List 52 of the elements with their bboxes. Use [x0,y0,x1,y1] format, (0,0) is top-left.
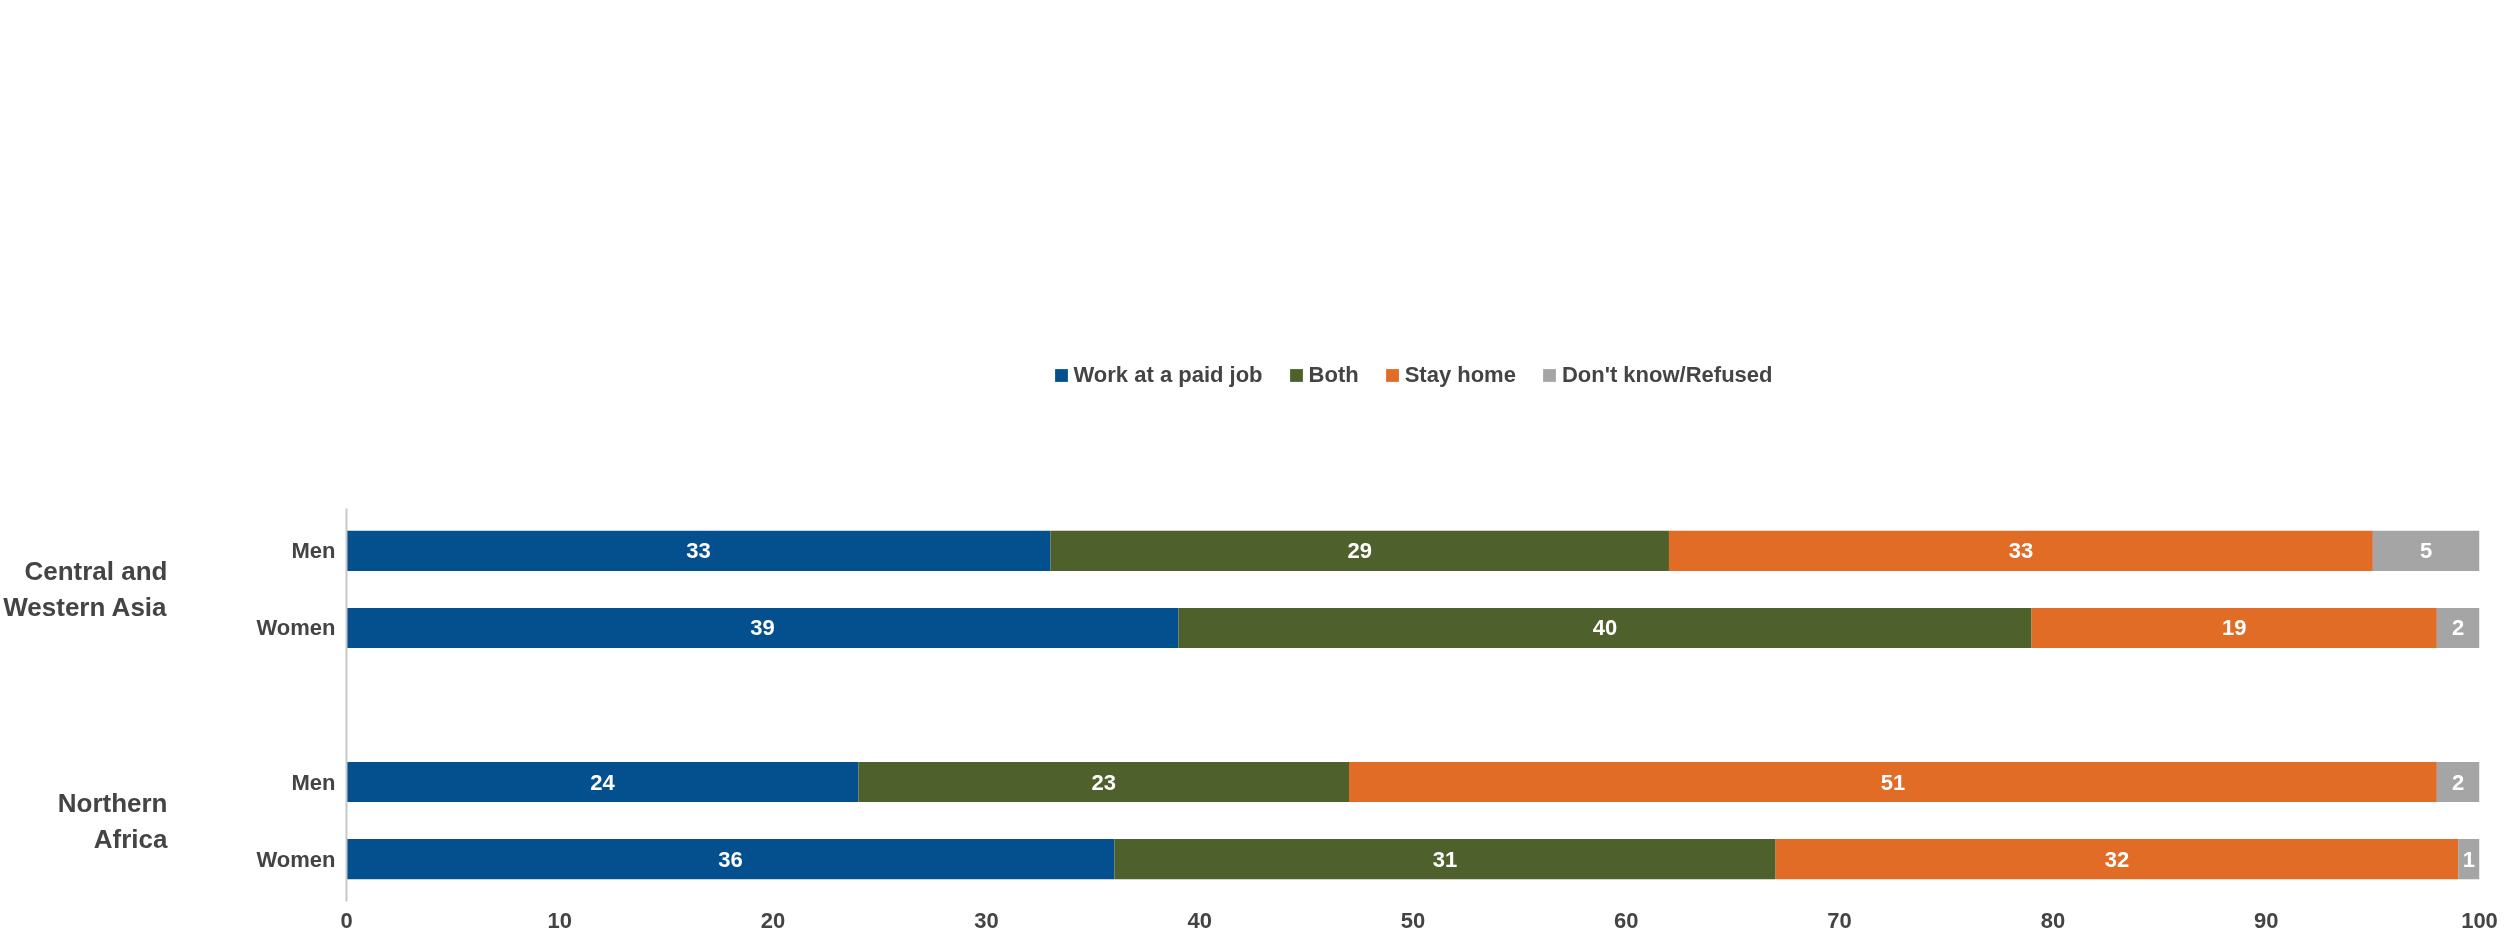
bar [1114,839,1776,880]
x-tick-label: 30 [974,907,999,933]
legend-label: Both [1308,361,1359,388]
x-tick-label: 0 [340,907,353,933]
data-label: 23 [1091,769,1116,795]
data-label: 31 [1432,846,1458,872]
bar [1349,762,2437,803]
text: Northern Africa [57,787,169,854]
x-tick-label: 20 [760,907,786,933]
x-tick-label: 100 [2461,907,2498,933]
data-label: 51 [1880,769,1906,795]
data-label: 33 [2008,538,2034,564]
y-tick-label: Men [291,769,336,795]
data-label: 40 [1592,615,1618,641]
bar [346,530,1051,571]
bar [1775,839,2459,880]
data-label: 32 [2104,846,2130,872]
bar [1050,530,1669,571]
data-label: 2 [2452,769,2465,795]
bar [1668,530,2373,571]
bar [346,762,859,803]
y-tick-label: Women [256,615,336,641]
text: Central and Western Asia [3,556,168,623]
x-tick-label: 60 [1614,907,1639,933]
bar [858,762,1350,803]
bar [1178,607,2032,648]
x-tick-label: 10 [547,907,573,933]
data-label: 24 [590,769,616,795]
x-tick-label: 50 [1400,907,1426,933]
x-tick-label: 90 [2253,907,2279,933]
bar [2436,762,2480,803]
legend-label: Stay home [1404,361,1516,388]
bar [2372,530,2480,571]
y-tick-label: Men [291,538,336,564]
bar [346,607,1179,648]
bar [346,839,1115,880]
x-tick-label: 40 [1187,907,1212,933]
bar [2031,607,2437,648]
x-tick-label: 80 [2040,907,2066,933]
x-tick-label: 70 [1827,907,1852,933]
data-label: 36 [718,846,743,872]
data-label: 33 [686,538,711,564]
data-label: 19 [2221,615,2247,641]
legend-label: Don't know/Refused [1561,361,1773,388]
data-label: 1 [2462,846,2475,872]
bar [2436,607,2480,648]
data-label: 2 [2452,615,2465,641]
legend-label: Work at a paid job [1073,361,1263,388]
data-label: 29 [1347,538,1372,564]
y-tick-label: Women [256,846,336,872]
data-label: 39 [750,615,775,641]
data-label: 5 [2420,538,2433,564]
